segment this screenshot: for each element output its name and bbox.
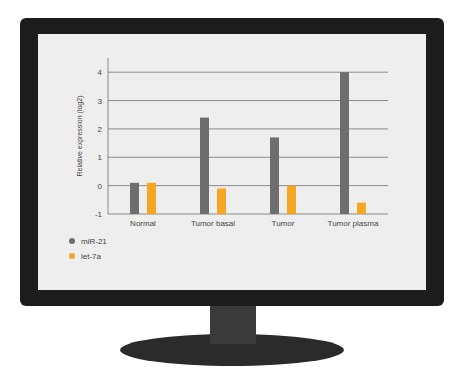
y-tick-label: 0 (98, 182, 103, 191)
bar (287, 186, 296, 214)
y-axis-line (108, 58, 109, 214)
legend-swatch (69, 253, 75, 259)
y-tick-label: -1 (95, 210, 103, 219)
monitor-bezel (20, 18, 444, 306)
bar (217, 188, 226, 214)
bar (200, 118, 209, 214)
y-tick-label: 2 (98, 125, 103, 134)
legend-label: miR-21 (81, 237, 107, 246)
bar (130, 183, 139, 214)
legend-swatch (69, 238, 75, 244)
y-tick-label: 4 (98, 68, 103, 77)
monitor-neck (210, 300, 256, 344)
x-tick-label: Tumor (272, 219, 295, 228)
x-tick-label: Tumor plasma (328, 219, 379, 228)
stage: -1 0 1 2 3 4 Relative expression (log2) Normal T… (0, 0, 460, 377)
bar (147, 183, 156, 214)
x-tick-label: Tumor basal (191, 219, 235, 228)
y-tick-label: 3 (98, 97, 103, 106)
y-tick-label: 1 (98, 153, 103, 162)
bar (270, 137, 279, 214)
bar (357, 203, 366, 214)
bar (340, 72, 349, 214)
x-tick-label: Normal (130, 219, 156, 228)
legend-label: let-7a (81, 252, 102, 261)
monitor-screen (38, 34, 426, 290)
bars (130, 72, 366, 214)
y-axis-title: Relative expression (log2) (76, 96, 84, 177)
